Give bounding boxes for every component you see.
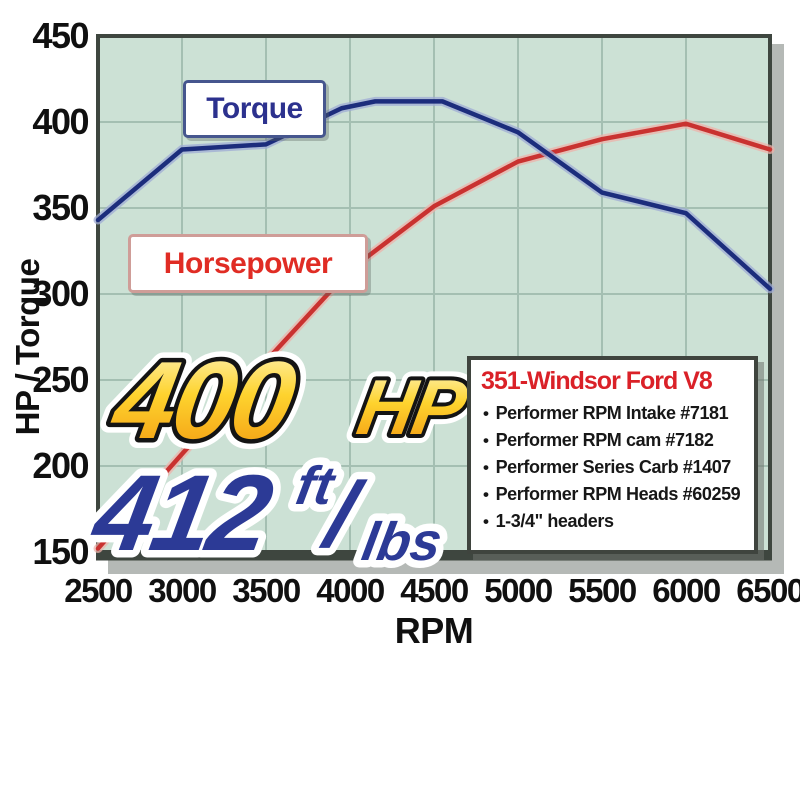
y-tick-label: 150 xyxy=(32,531,89,572)
bullet-icon: • xyxy=(483,458,489,477)
y-tick-label: 250 xyxy=(32,359,89,400)
legend-title: 351-Windsor Ford V8 xyxy=(481,367,713,395)
bullet-icon: • xyxy=(483,404,489,423)
bullet-icon: • xyxy=(483,512,489,531)
x-tick-label: 3000 xyxy=(148,572,217,609)
legend-item: • Performer Series Carb #1407 xyxy=(481,454,744,481)
legend-item-text: 1-3/4" headers xyxy=(495,511,614,531)
legend-list: • Performer RPM Intake #7181 • Performer RP… xyxy=(481,400,744,535)
x-tick-label: 6500 xyxy=(736,572,800,609)
legend-item: • Performer RPM cam #7182 xyxy=(481,427,744,454)
hp-value-outline: 400 xyxy=(103,340,303,462)
legend-item-text: Performer RPM Intake #7181 xyxy=(495,403,729,423)
y-tick-label: 350 xyxy=(32,187,89,228)
torque-series-label: Torque xyxy=(183,80,326,138)
x-tick-label: 5500 xyxy=(568,572,637,609)
hp-value: 400 xyxy=(103,340,303,462)
bullet-icon: • xyxy=(483,431,489,450)
bullet-icon: • xyxy=(483,485,489,504)
x-tick-label: 3500 xyxy=(232,572,301,609)
hp-unit: HP xyxy=(351,364,473,451)
legend-item-text: Performer RPM Heads #60259 xyxy=(495,484,741,504)
legend-item-text: Performer RPM cam #7182 xyxy=(495,430,714,450)
horsepower-series-label: Horsepower xyxy=(128,234,368,293)
x-tick-label: 6000 xyxy=(652,572,721,609)
legend-item: • Performer RPM Heads #60259 xyxy=(481,481,744,508)
x-tick-label: 4500 xyxy=(400,572,469,609)
legend-item: • 1-3/4" headers xyxy=(481,508,744,535)
y-axis-title: HP / Torque xyxy=(9,258,46,436)
horsepower-curve xyxy=(95,121,773,551)
legend-box: 351-Windsor Ford V8 • Performer RPM Intak… xyxy=(467,356,758,554)
annotation-400hp: 400 HP 400 HP xyxy=(98,334,482,468)
y-tick-label: 300 xyxy=(32,273,89,314)
x-tick-label: 5000 xyxy=(484,572,553,609)
horsepower-series-label-text: Horsepower xyxy=(163,246,333,280)
y-tick-label: 450 xyxy=(32,15,89,56)
x-tick-label: 2500 xyxy=(64,572,133,609)
legend-item-text: Performer Series Carb #1407 xyxy=(495,457,732,477)
torque-series-label-text: Torque xyxy=(206,92,303,125)
x-tick-label: 4000 xyxy=(316,572,385,609)
tq-value: 412 xyxy=(88,453,280,574)
tq-value-outline: 412 xyxy=(88,453,280,574)
y-tick-label: 200 xyxy=(32,445,89,486)
y-tick-label: 400 xyxy=(32,101,89,142)
annotation-412ftlbs: 412 ft / lbs 412 ft / lbs xyxy=(88,446,454,574)
tq-lbs: lbs xyxy=(358,511,447,572)
tq-lbs-outline: lbs xyxy=(358,511,447,572)
legend-item: • Performer RPM Intake #7181 xyxy=(481,400,744,427)
torque-curve xyxy=(95,99,773,292)
x-axis-title: RPM xyxy=(394,610,474,651)
